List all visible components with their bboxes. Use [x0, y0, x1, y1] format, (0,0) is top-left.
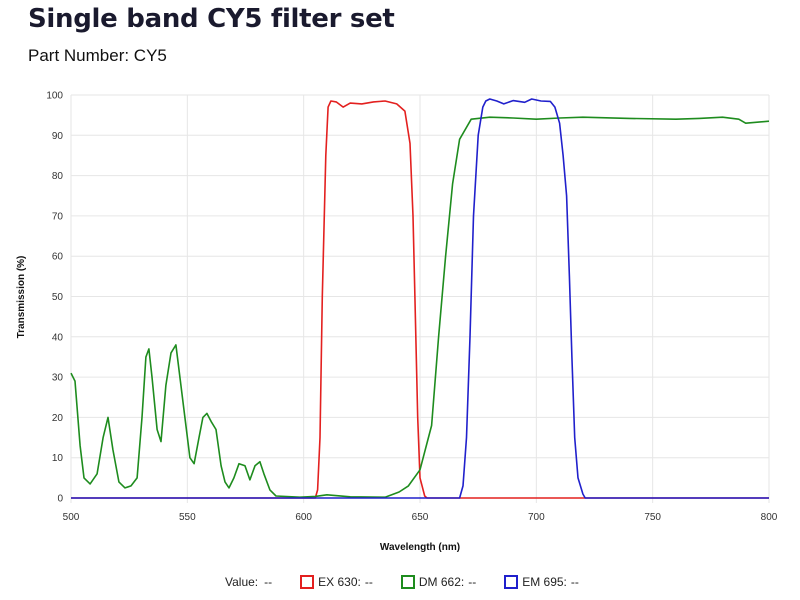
x-tick-label: 800 [761, 512, 778, 523]
y-tick-label: 80 [52, 171, 64, 182]
ex-swatch [300, 575, 315, 589]
x-tick-label: 600 [295, 512, 312, 523]
y-tick-label: 100 [46, 91, 63, 102]
x-tick-label: 700 [528, 512, 545, 523]
y-axis-label: Transmission (%) [16, 256, 27, 339]
tick-labels: 0 10 20 30 40 50 60 70 80 90 100 500 550 600 650 700 750… [46, 91, 777, 524]
legend-item-dm662[interactable]: DM 662: -- [400, 575, 476, 589]
series-lines [70, 98, 770, 499]
y-tick-label: 20 [52, 413, 64, 424]
value-label: Value: [225, 575, 259, 589]
grid [70, 94, 770, 503]
x-tick-label: 650 [412, 512, 429, 523]
x-tick-label: 550 [179, 512, 196, 523]
part-number: Part Number: CY5 [28, 46, 167, 65]
y-tick-label: 90 [52, 131, 64, 142]
value-readout: -- [264, 575, 273, 589]
x-axis-label: Wavelength (nm) [380, 542, 460, 553]
y-tick-label: 50 [52, 292, 64, 303]
y-tick-label: 70 [52, 211, 64, 222]
series-dm-662 [70, 116, 770, 499]
y-tick-label: 60 [52, 252, 64, 263]
dm-swatch [400, 575, 415, 589]
em-swatch [504, 575, 519, 589]
y-tick-label: 0 [57, 494, 63, 505]
page-title: Single band CY5 filter set [28, 4, 395, 34]
y-tick-label: 10 [52, 453, 64, 464]
series-em-695 [71, 98, 769, 499]
legend: Value: -- EX 630: -- DM 662: -- EM 695: -- [225, 575, 579, 589]
y-tick-label: 40 [52, 332, 64, 343]
x-tick-label: 750 [644, 512, 661, 523]
legend-item-ex630[interactable]: EX 630: -- [300, 575, 373, 589]
legend-item-em695[interactable]: EM 695: -- [504, 575, 579, 589]
y-tick-label: 30 [52, 373, 64, 384]
series-ex-630 [71, 100, 769, 499]
x-tick-label: 500 [63, 512, 80, 523]
